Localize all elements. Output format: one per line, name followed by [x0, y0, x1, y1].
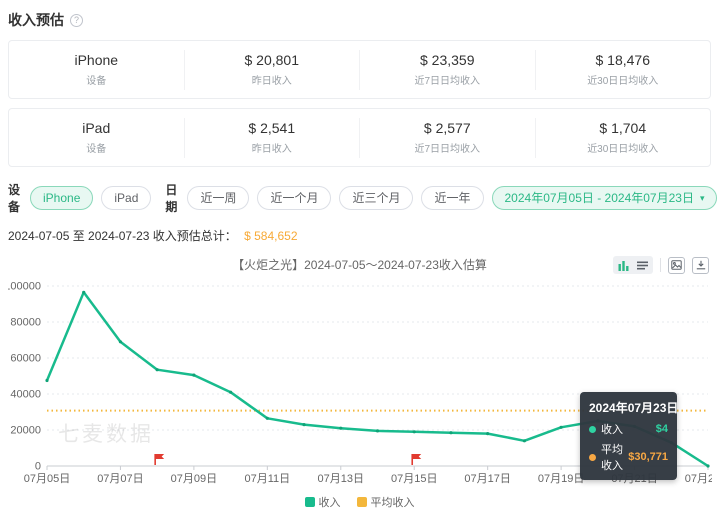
- chart-toolbar: [613, 256, 709, 274]
- svg-text:07月23日: 07月23日: [685, 473, 712, 485]
- help-icon[interactable]: ?: [70, 13, 83, 27]
- device-filter-iphone[interactable]: iPhone: [30, 186, 94, 210]
- range-last-month-button[interactable]: 近一个月: [257, 186, 332, 210]
- total-summary-text: 2024-07-05 至 2024-07-23 收入预估总计：: [8, 229, 237, 243]
- filter-bar: 设备 iPhone iPad 日期 近一周 近一个月 近三个月 近一年 2024…: [8, 181, 718, 215]
- device-name: iPad: [82, 120, 111, 136]
- revenue-card-iphone: iPhone 设备 $ 20,801 昨日收入 $ 23,359 近7日日均收入…: [8, 40, 711, 99]
- range-last-year-button[interactable]: 近一年: [421, 186, 484, 210]
- svg-text:07月11日: 07月11日: [245, 473, 291, 485]
- legend-label: 平均收入: [370, 497, 415, 509]
- legend-label: 收入: [318, 497, 341, 509]
- tooltip-value: $30,771: [628, 451, 668, 463]
- chart-title: 【火炬之光】2024-07-05～2024-07-23收入估算: [232, 258, 487, 272]
- metric-label: 近30日日均收入: [587, 76, 659, 87]
- metric-value: $ 23,359: [420, 52, 475, 68]
- revenue-line-chart[interactable]: 0 20000 40000 60000 80000 100000 07月05日 07月07日 0…: [8, 278, 712, 490]
- average-legend-swatch: [356, 497, 367, 507]
- metric-value: $ 2,577: [423, 120, 471, 136]
- tooltip-label: 收入: [601, 424, 623, 436]
- svg-text:40000: 40000: [10, 389, 41, 401]
- svg-text:07月15日: 07月15日: [391, 473, 437, 485]
- metric-label: 近30日日均收入: [587, 144, 659, 155]
- device-column: iPad 设备: [9, 118, 184, 158]
- tooltip-label: 平均收入: [601, 444, 623, 472]
- page-header: 收入预估 ?: [8, 10, 711, 30]
- revenue-card-ipad: iPad 设备 $ 2,541 昨日收入 $ 2,577 近7日日均收入 $ 1…: [8, 108, 711, 167]
- date-filter-label: 日期: [165, 183, 178, 214]
- chart-type-toggle: [613, 256, 653, 274]
- page-title: 收入预估: [8, 12, 64, 28]
- chart-tooltip: 2024年07月23日 收入 $4 平均收入 $30,771: [580, 392, 679, 480]
- device-label: 设备: [86, 144, 107, 155]
- tooltip-value: $4: [655, 423, 668, 435]
- qimai-watermark: 七麦数据: [58, 423, 154, 446]
- device-name: iPhone: [74, 52, 119, 68]
- svg-text:07月05日: 07月05日: [24, 473, 70, 485]
- date-range-value: 2024年07月05日 - 2024年07月23日: [504, 191, 694, 205]
- metric-column: $ 1,704 近30日日均收入: [534, 117, 711, 158]
- range-last-3-months-button[interactable]: 近三个月: [339, 186, 414, 210]
- metric-label: 昨日收入: [251, 76, 292, 87]
- svg-text:07月17日: 07月17日: [464, 473, 510, 485]
- average-series-dot: [589, 453, 596, 461]
- metric-value: $ 2,541: [248, 120, 296, 136]
- svg-text:07月19日: 07月19日: [538, 473, 584, 485]
- device-filter-ipad[interactable]: iPad: [101, 186, 152, 210]
- device-label: 设备: [86, 76, 107, 87]
- range-last-week-button[interactable]: 近一周: [187, 186, 250, 210]
- svg-text:80000: 80000: [10, 317, 41, 329]
- legend-item-average[interactable]: 平均收入: [356, 494, 415, 510]
- svg-text:60000: 60000: [10, 353, 41, 365]
- legend-item-revenue[interactable]: 收入: [304, 494, 341, 510]
- metric-value: $ 1,704: [599, 120, 647, 136]
- metric-column: $ 20,801 昨日收入: [183, 49, 360, 90]
- chart-header: 【火炬之光】2024-07-05～2024-07-23收入估算: [8, 254, 711, 276]
- device-column: iPhone 设备: [9, 50, 184, 90]
- svg-text:20000: 20000: [10, 425, 41, 437]
- tooltip-row-average: 平均收入 $30,771: [589, 441, 668, 473]
- download-icon[interactable]: [692, 256, 709, 274]
- revenue-series-dot: [589, 425, 596, 433]
- chevron-down-icon: ▾: [699, 193, 705, 203]
- tooltip-row-revenue: 收入 $4: [589, 421, 668, 437]
- metric-column: $ 2,577 近7日日均收入: [359, 117, 535, 158]
- total-summary: 2024-07-05 至 2024-07-23 收入预估总计： $ 584,65…: [8, 227, 711, 244]
- image-export-icon[interactable]: [668, 256, 685, 274]
- metric-column: $ 23,359 近7日日均收入: [359, 49, 535, 90]
- date-range-picker[interactable]: 2024年07月05日 - 2024年07月23日 ▾: [491, 186, 718, 210]
- metric-value: $ 20,801: [244, 52, 300, 68]
- svg-text:07月09日: 07月09日: [171, 473, 217, 485]
- metric-column: $ 2,541 昨日收入: [183, 117, 360, 158]
- svg-text:07月13日: 07月13日: [318, 473, 364, 485]
- tooltip-date: 2024年07月23日: [589, 401, 679, 415]
- toolbar-divider: [660, 258, 661, 272]
- metric-column: $ 18,476 近30日日均收入: [534, 49, 711, 90]
- list-icon[interactable]: [634, 258, 651, 272]
- svg-text:0: 0: [35, 461, 41, 473]
- revenue-legend-swatch: [304, 497, 315, 507]
- metric-label: 昨日收入: [251, 144, 292, 155]
- total-summary-value: $ 584,652: [244, 229, 298, 243]
- device-filter-label: 设备: [8, 183, 21, 214]
- metric-label: 近7日日均收入: [414, 76, 481, 87]
- svg-text:100000: 100000: [8, 281, 41, 293]
- bar-chart-icon[interactable]: [615, 258, 632, 272]
- svg-text:07月07日: 07月07日: [97, 473, 143, 485]
- metric-value: $ 18,476: [595, 52, 651, 68]
- metric-label: 近7日日均收入: [414, 144, 481, 155]
- chart-legend: 收入 平均收入: [8, 494, 711, 510]
